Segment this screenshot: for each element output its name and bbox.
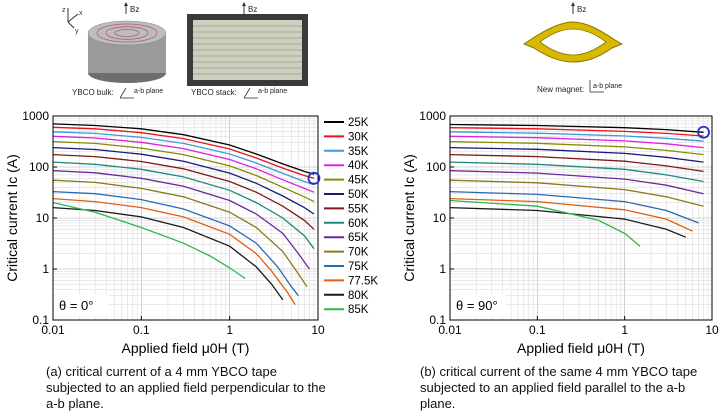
x-tick-label: 0.1: [529, 323, 546, 337]
ybco-stack-image: [187, 14, 308, 86]
series-line-25K: [52, 123, 315, 175]
plane-label-2: a-b plane: [258, 88, 287, 95]
plane-axes-icon: [589, 80, 604, 93]
series-line-65K: [449, 169, 704, 195]
highlight-circle: [697, 125, 710, 139]
series-line-85K: [449, 199, 641, 247]
legend-label-80K: 80K: [348, 290, 369, 302]
series-line-60K: [52, 161, 315, 250]
bz-arrowhead-icon: [571, 2, 575, 6]
bz-label-1: Bz: [130, 5, 139, 14]
y-tick-label: 1000: [22, 109, 49, 123]
x-tick-label: 0.01: [438, 323, 462, 337]
y-tick-label: 100: [29, 160, 49, 174]
theta-annotation: θ = 0°: [59, 298, 93, 313]
series-line-80K: [449, 206, 686, 238]
y-tick-label: 10: [433, 211, 447, 225]
series-line-75K: [52, 190, 299, 297]
legend-box: [322, 114, 378, 320]
annotation-bg: [55, 294, 109, 316]
plane-label-1: a-b plane: [134, 88, 163, 95]
x-axis-label: Applied field μ0H (T): [122, 340, 250, 356]
series-line-55K: [52, 153, 315, 230]
axis-triad-icon: [67, 8, 79, 29]
series-line-75K: [449, 190, 699, 224]
bz-arrowhead-icon: [124, 2, 128, 6]
legend-label-35K: 35K: [348, 146, 369, 158]
axis-y-label: y: [75, 28, 79, 35]
legend-label-40K: 40K: [348, 160, 369, 172]
plane-axes-icon: [243, 87, 258, 99]
series-line-25K: [449, 123, 704, 133]
y-tick-label: 1: [42, 262, 49, 276]
series-line-70K: [52, 179, 308, 288]
series-line-45K: [52, 140, 315, 203]
legend-label-75K: 75K: [348, 261, 369, 273]
legend-label-30K: 30K: [348, 131, 369, 143]
axis-z-label: z: [62, 7, 66, 14]
series-line-85K: [52, 201, 246, 280]
x-tick-label: 1: [621, 323, 628, 337]
series-line-35K: [449, 131, 704, 142]
legend-label-65K: 65K: [348, 232, 369, 244]
series-line-40K: [52, 135, 315, 193]
series-line-60K: [449, 161, 704, 183]
x-tick-label: 10: [311, 323, 325, 337]
stack-label: YBCO stack:: [191, 88, 237, 97]
legend-label-25K: 25K: [348, 117, 369, 129]
series-line-80K: [52, 206, 284, 301]
caption-b: (b) critical current of the same 4 mm YB…: [420, 364, 698, 411]
series-line-45K: [449, 140, 704, 156]
series-line-40K: [449, 135, 704, 149]
caption-a: (a) critical current of a 4 mm YBCO tape…: [46, 364, 326, 411]
y-tick-label: 1: [439, 262, 446, 276]
series-line-65K: [52, 169, 310, 270]
legend-label-70K: 70K: [348, 247, 369, 259]
series-line-50K: [449, 146, 704, 163]
series-line-77.5K: [449, 197, 693, 232]
x-tick-label: 10: [705, 323, 719, 337]
x-tick-label: 0.1: [133, 323, 150, 337]
series-line-35K: [52, 131, 315, 186]
y-tick-label: 100: [426, 160, 446, 174]
bz-arrowhead-icon: [242, 2, 246, 6]
series-line-30K: [52, 126, 315, 179]
axis-x-label: x: [79, 10, 83, 17]
highlight-circle: [307, 171, 321, 185]
legend-label-45K: 45K: [348, 175, 369, 187]
y-tick-label: 0.1: [429, 313, 446, 327]
series-line-77.5K: [52, 197, 296, 305]
legend-label-50K: 50K: [348, 189, 369, 201]
legend-label-55K: 55K: [348, 203, 369, 215]
legend-label-85K: 85K: [348, 304, 369, 316]
legend-label-60K: 60K: [348, 218, 369, 230]
series-line-55K: [449, 153, 704, 173]
series-line-30K: [449, 127, 704, 137]
y-tick-label: 0.1: [32, 313, 49, 327]
annotation-bg: [452, 294, 506, 316]
series-line-50K: [52, 146, 315, 215]
x-tick-label: 1: [226, 323, 233, 337]
plane-axes-icon: [119, 87, 134, 99]
y-axis-label: Critical current Ic (A): [4, 154, 20, 282]
bz-label-2: Bz: [248, 5, 257, 14]
y-axis-label: Critical current Ic (A): [401, 154, 417, 282]
x-axis-label: Applied field μ0H (T): [517, 340, 645, 356]
theta-annotation: θ = 90°: [456, 298, 498, 313]
magnet-label: New magnet:: [537, 85, 584, 94]
series-line-70K: [449, 179, 704, 207]
y-tick-label: 1000: [419, 109, 446, 123]
legend-label-77.5K: 77.5K: [348, 275, 378, 287]
bulk-label: YBCO bulk:: [72, 88, 114, 97]
x-tick-label: 0.01: [41, 323, 65, 337]
y-tick-label: 10: [36, 211, 50, 225]
ybco-bulk-image: [87, 20, 167, 83]
bz-label-3: Bz: [577, 5, 586, 14]
plane-label-3: a-b plane: [593, 83, 622, 90]
new-magnet-image: [522, 21, 624, 63]
